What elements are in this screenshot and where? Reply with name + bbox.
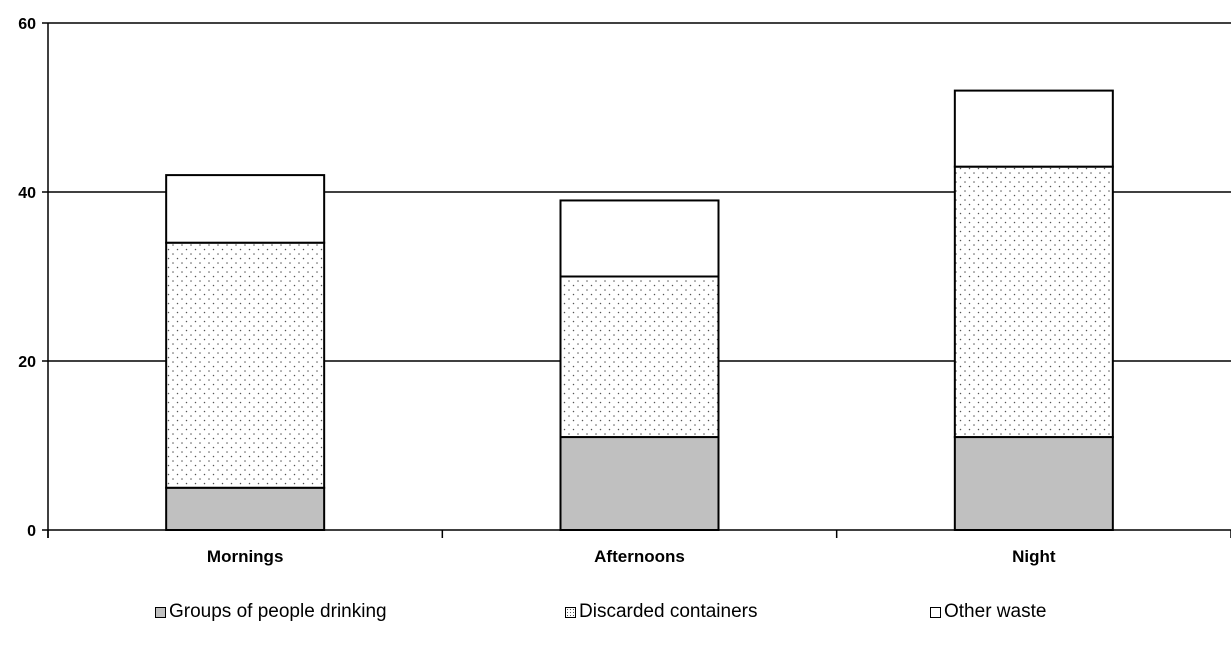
bars	[165, 89, 1114, 531]
bar-mornings-series-1	[165, 241, 326, 489]
y-tick-label: 0	[27, 523, 36, 540]
legend-label: Discarded containers	[579, 601, 758, 622]
y-tick-label: 60	[18, 16, 36, 33]
x-tick-label: Mornings	[207, 547, 284, 566]
x-tick-label: Afternoons	[594, 547, 685, 566]
bar-night-series-0	[953, 436, 1114, 531]
legend-item-discarded-containers: Discarded containers	[565, 600, 757, 624]
legend-item-other-waste: Other waste	[930, 600, 1046, 624]
legend-swatch-white	[930, 606, 941, 618]
legend: Groups of people drinking Discarded cont…	[0, 600, 1231, 624]
bar-night-series-1	[953, 165, 1114, 439]
y-tick-label: 40	[18, 185, 36, 202]
y-tick-label: 20	[18, 354, 36, 371]
tick-labels: 0 20 40 60 Mornings Afternoons Night	[18, 16, 1056, 566]
bar-night-series-2	[953, 89, 1114, 168]
legend-swatch-grey	[155, 606, 166, 618]
bar-afternoons-series-0	[559, 436, 720, 531]
legend-swatch-dotted	[565, 606, 576, 618]
bar-mornings-series-0	[165, 486, 326, 531]
x-tick-label: Night	[1012, 547, 1056, 566]
axes	[42, 22, 1231, 538]
legend-item-groups-of-people-drinking: Groups of people drinking	[155, 600, 387, 624]
bar-mornings-series-2	[165, 174, 326, 244]
legend-label: Groups of people drinking	[169, 601, 387, 622]
bar-afternoons-series-1	[559, 275, 720, 439]
legend-label: Other waste	[944, 601, 1047, 622]
bar-afternoons-series-2	[559, 199, 720, 278]
